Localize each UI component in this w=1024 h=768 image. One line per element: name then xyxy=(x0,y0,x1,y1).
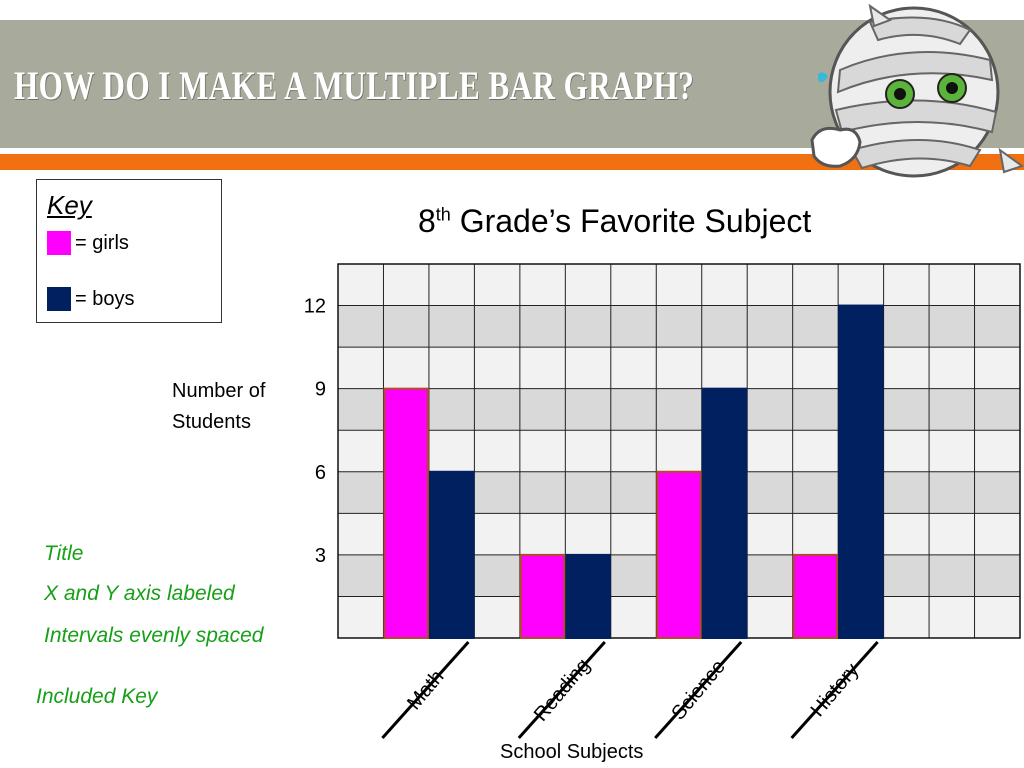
slide-title: HOW DO I MAKE A MULTIPLE BAR GRAPH? xyxy=(14,63,695,108)
y-tick-label: 3 xyxy=(315,545,326,567)
x-tick-line xyxy=(790,640,879,740)
y-axis-label: Number of Students xyxy=(172,380,266,433)
legend-box: Key = girls = boys xyxy=(36,179,222,323)
y-tick-label: 6 xyxy=(315,462,326,484)
legend-label-girls: = girls xyxy=(75,231,129,254)
bar-boys-history xyxy=(838,304,884,639)
legend-item-girls: = girls xyxy=(47,231,129,255)
note-title: Title xyxy=(44,542,84,565)
y-tick-label: 9 xyxy=(315,379,326,401)
mummy-mascot-icon xyxy=(810,3,1024,178)
bar-girls-math xyxy=(383,387,429,639)
x-tick-line xyxy=(517,640,606,740)
x-axis-label: School Subjects xyxy=(500,741,644,763)
legend-item-boys: = boys xyxy=(47,287,134,311)
x-tick-label: History xyxy=(807,659,864,721)
note-intervals: Intervals evenly spaced xyxy=(44,624,264,647)
note-included-key: Included Key xyxy=(36,685,158,708)
bar-boys-science xyxy=(701,387,748,639)
bar-girls-science xyxy=(656,470,702,639)
bar-girls-history xyxy=(792,553,839,640)
grid-band xyxy=(338,305,1020,348)
bar-boys-reading xyxy=(565,553,611,640)
grid-band xyxy=(338,388,1020,431)
x-tick-label: Science xyxy=(667,656,730,725)
legend-swatch-boys xyxy=(47,287,71,311)
x-tick-line xyxy=(654,640,743,740)
accent-band xyxy=(0,154,1024,170)
grid-band xyxy=(338,430,1020,472)
legend-title: Key xyxy=(47,190,92,220)
legend-swatch-girls xyxy=(47,231,71,255)
x-tick-label: Reading xyxy=(530,655,595,726)
x-tick-line xyxy=(381,640,470,740)
y-tick-label: 12 xyxy=(304,296,326,318)
grid-band xyxy=(338,264,1020,306)
bar-girls-reading xyxy=(519,553,566,640)
grid-band xyxy=(338,347,1020,389)
legend-label-boys: = boys xyxy=(75,287,135,310)
header-divider xyxy=(0,148,1024,154)
bar-boys-math xyxy=(428,470,475,639)
chart-title: 8th Grade’s Favorite Subject xyxy=(418,203,812,239)
note-axis-labeled: X and Y axis labeled xyxy=(44,582,235,605)
